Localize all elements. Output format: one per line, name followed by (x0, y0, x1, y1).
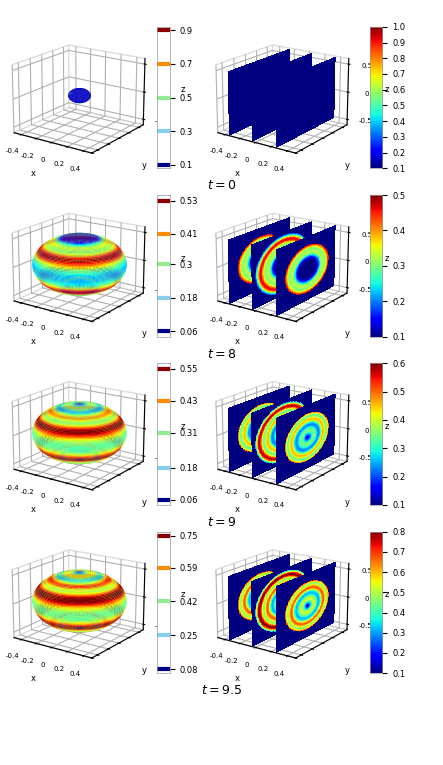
Y-axis label: y: y (141, 161, 146, 170)
Text: $t = 9$: $t = 9$ (207, 516, 236, 529)
X-axis label: x: x (31, 674, 36, 682)
Y-axis label: y: y (345, 330, 350, 338)
X-axis label: x: x (235, 337, 240, 346)
X-axis label: x: x (235, 506, 240, 514)
Y-axis label: y: y (141, 498, 146, 506)
X-axis label: x: x (31, 337, 36, 346)
Y-axis label: y: y (141, 666, 146, 675)
Y-axis label: y: y (345, 498, 350, 506)
Text: $t = 8$: $t = 8$ (207, 348, 236, 360)
Text: $t = 9.5$: $t = 9.5$ (201, 685, 242, 697)
X-axis label: x: x (31, 169, 36, 177)
X-axis label: x: x (31, 506, 36, 514)
Y-axis label: y: y (141, 330, 146, 338)
Y-axis label: y: y (345, 666, 350, 675)
X-axis label: x: x (235, 169, 240, 177)
Text: $t = 0$: $t = 0$ (207, 180, 236, 192)
Y-axis label: y: y (345, 161, 350, 170)
X-axis label: x: x (235, 674, 240, 682)
